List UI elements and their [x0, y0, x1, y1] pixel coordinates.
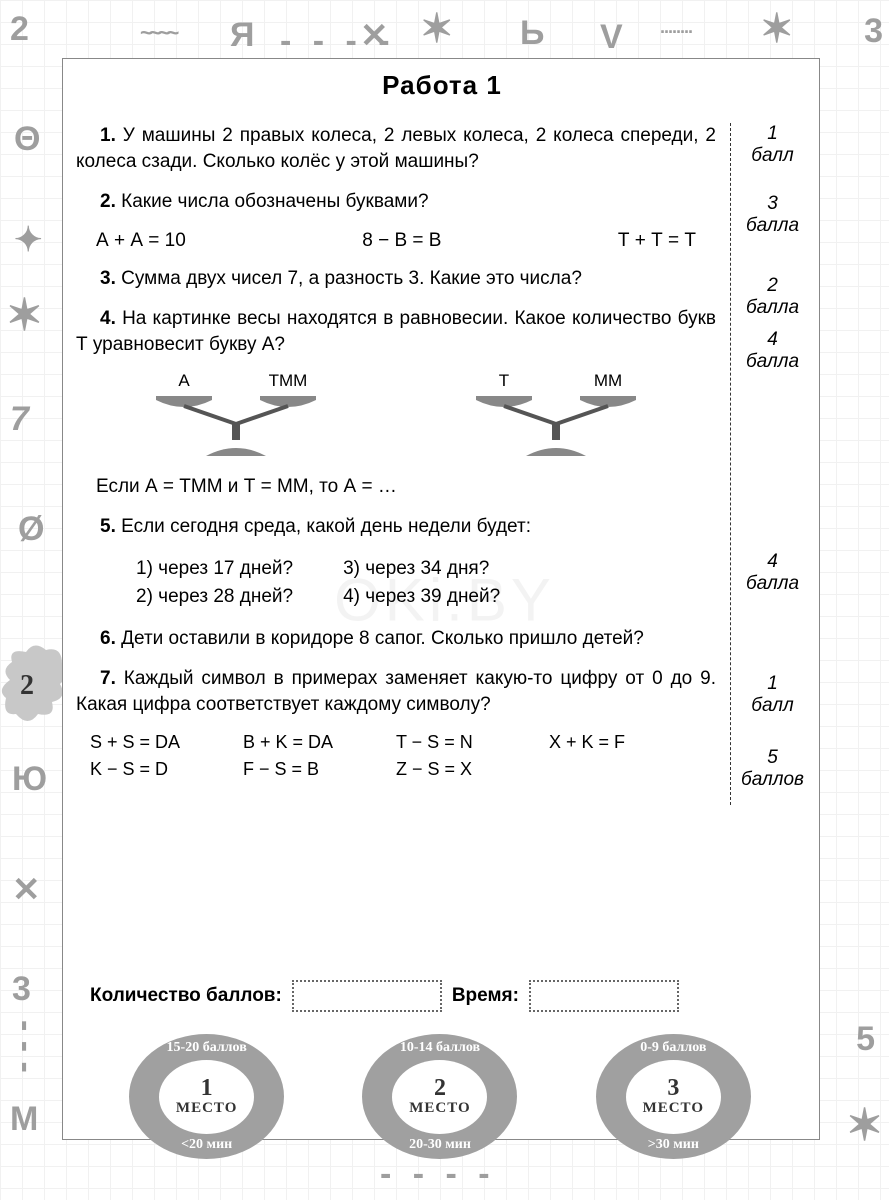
question-3: 3. Сумма двух чисел 7, а разность 3. Как… [76, 266, 716, 292]
time-input-box[interactable] [529, 980, 679, 1012]
balance-scales: А ТММ Т ММ [76, 372, 716, 462]
q2-equations: А + А = 10 8 − В = В Т + Т = Т [96, 230, 696, 252]
q4-conclusion: Если А = ТММ и Т = ММ, то А = … [96, 476, 716, 498]
points-q3: 2 балла [737, 275, 808, 315]
badge-3: 0-9 баллов 3 МЕСТО >30 мин [596, 1034, 751, 1159]
questions-column: 1. У машины 2 правых колеса, 2 левых кол… [76, 123, 716, 805]
points-q2: 3 балла [737, 193, 808, 261]
points-q6: 1 балл [737, 673, 808, 733]
points-column: 1 балл 3 балла 2 балла 4 балла 4 балла 1… [730, 123, 808, 805]
page-number-cloud [0, 640, 68, 730]
question-6: 6. Дети оставили в коридоре 8 сапог. Ско… [76, 626, 716, 652]
points-q4: 4 балла [737, 329, 808, 537]
svg-text:ММ: ММ [594, 372, 622, 390]
q7-equations: S + S = DA B + K = DA T − S = N X + K = … [90, 732, 702, 780]
question-7: 7. Каждый символ в примерах заменяет как… [76, 666, 716, 718]
score-input-box[interactable] [292, 980, 442, 1012]
q5-options: 1) через 17 дней?3) через 34 дня? 2) чер… [136, 555, 716, 612]
page-title: Работа 1 [76, 70, 808, 101]
page-number: 2 [20, 670, 34, 702]
points-q7: 5 баллов [737, 747, 808, 791]
svg-text:Т: Т [499, 372, 509, 390]
points-q1: 1 балл [737, 123, 808, 179]
badge-1: 15-20 баллов 1 МЕСТО <20 мин [129, 1034, 284, 1159]
place-badges: 15-20 баллов 1 МЕСТО <20 мин 10-14 балло… [90, 1034, 790, 1159]
points-q5: 4 балла [737, 551, 808, 659]
question-5: 5. Если сегодня среда, какой день недели… [76, 514, 716, 540]
content-area: Работа 1 1. У машины 2 правых колеса, 2 … [76, 70, 808, 805]
badge-2: 10-14 баллов 2 МЕСТО 20-30 мин [362, 1034, 517, 1159]
time-label: Время: [452, 985, 519, 1007]
scale-1: А ТММ [136, 372, 336, 462]
scale-2: Т ММ [456, 372, 656, 462]
score-label: Количество баллов: [90, 985, 282, 1007]
footer: Количество баллов: Время: 15-20 баллов 1… [90, 980, 790, 1159]
question-4: 4. На картинке весы находятся в равновес… [76, 306, 716, 358]
svg-text:А: А [178, 372, 190, 390]
svg-text:ТММ: ТММ [269, 372, 308, 390]
question-2: 2. Какие числа обозначены буквами? [76, 189, 716, 215]
question-1: 1. У машины 2 правых колеса, 2 левых кол… [76, 123, 716, 175]
